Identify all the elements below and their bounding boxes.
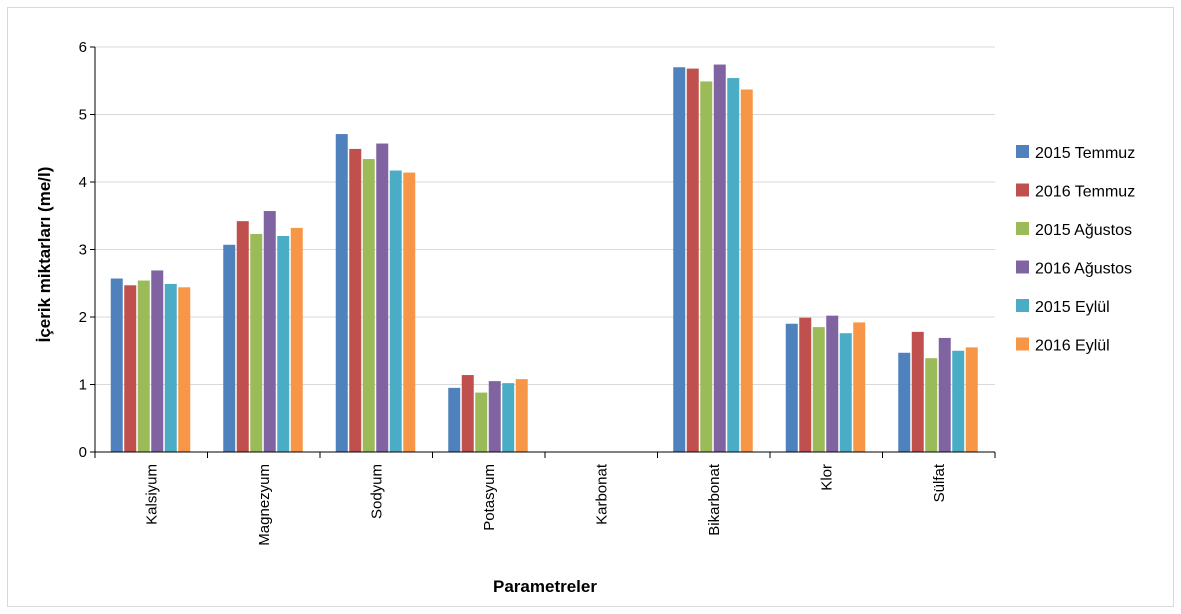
bar — [502, 383, 515, 452]
bar — [700, 81, 713, 453]
bar — [812, 327, 825, 452]
bar — [461, 375, 474, 452]
x-category-label: Bikarbonat — [706, 463, 723, 536]
bar — [965, 347, 978, 452]
bar — [403, 172, 416, 453]
bar — [263, 211, 276, 452]
bar — [938, 337, 951, 452]
bar — [448, 387, 461, 452]
y-tick-labels: 0 1 2 3 4 5 6 — [79, 39, 87, 461]
bar — [376, 143, 389, 452]
bar — [952, 350, 965, 452]
legend-label: 2016 Eylül — [1035, 338, 1110, 355]
bar — [250, 233, 263, 452]
y-tick-label: 2 — [79, 309, 87, 326]
x-category-label: Klor — [818, 464, 835, 491]
bar — [853, 322, 866, 452]
legend-label: 2016 Ağustos — [1035, 261, 1132, 278]
x-category-label: Kalsiyum — [143, 464, 160, 525]
x-category-label: Potasyum — [481, 464, 498, 531]
x-axis-title: Parametreler — [493, 577, 597, 596]
bar — [785, 323, 798, 452]
x-category-label: Magnezyum — [256, 464, 273, 546]
legend-label: 2015 Ağustos — [1035, 222, 1132, 239]
bar — [389, 170, 402, 452]
chart-frame — [7, 7, 1174, 607]
legend-label: 2016 Temmuz — [1035, 184, 1135, 201]
legend-label: 2015 Temmuz — [1035, 145, 1135, 162]
bar — [911, 331, 924, 452]
bar — [799, 317, 812, 452]
x-category-label: Sodyum — [368, 464, 385, 519]
bar — [164, 283, 177, 452]
axes — [90, 46, 996, 458]
y-tick-label: 4 — [79, 174, 87, 191]
y-tick-label: 0 — [79, 444, 87, 461]
bar — [826, 315, 839, 452]
legend-label: 2015 Eylül — [1035, 299, 1110, 316]
legend-swatch — [1016, 337, 1029, 351]
bar — [223, 244, 236, 452]
bar — [110, 278, 123, 452]
bar — [515, 379, 528, 452]
bar — [151, 270, 164, 452]
bars — [110, 64, 978, 453]
legend-swatch — [1016, 299, 1029, 312]
bar — [137, 280, 150, 452]
legend-swatch — [1016, 183, 1029, 197]
legend-swatch — [1016, 222, 1029, 235]
bar — [178, 287, 191, 452]
bar — [335, 134, 348, 452]
y-tick-label: 1 — [79, 377, 87, 394]
bar — [488, 381, 501, 452]
bar — [124, 285, 137, 452]
bar — [686, 68, 699, 452]
legend: 2015 Temmuz 2016 Temmuz 2015 Ağustos 2016 A… — [1016, 145, 1135, 355]
legend-swatch — [1016, 145, 1029, 158]
bar — [740, 89, 753, 453]
bar — [290, 227, 303, 452]
bar — [727, 78, 740, 453]
y-tick-label: 5 — [79, 107, 87, 124]
bar — [925, 358, 938, 452]
y-axis-title: İçerik miktarları (me/l) — [35, 167, 54, 343]
legend-swatch — [1016, 260, 1029, 274]
x-category-label: Sülfat — [931, 463, 948, 502]
bar — [277, 236, 290, 452]
bar — [236, 221, 249, 452]
bar — [362, 159, 375, 453]
x-category-label: Karbonat — [593, 463, 610, 525]
y-tick-label: 3 — [79, 242, 87, 259]
category-labels: Kalsiyum Magnezyum Sodyum Potasyum Karbonat B… — [143, 463, 948, 546]
bar — [898, 352, 911, 452]
bar — [475, 392, 488, 452]
bar — [713, 64, 726, 453]
bar — [839, 333, 852, 452]
bar — [349, 148, 362, 453]
y-tick-label: 6 — [79, 39, 87, 56]
bar — [673, 67, 686, 452]
